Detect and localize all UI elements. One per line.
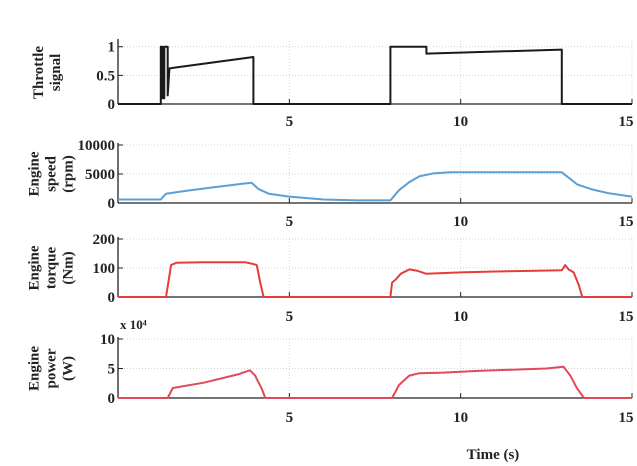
y-tick-label: 0 [108, 391, 116, 407]
x-tick-label: 10 [453, 309, 468, 325]
x-tick-label: 5 [286, 214, 294, 230]
x-tick-label: 5 [286, 309, 294, 325]
y-tick-label: 10 [100, 332, 115, 348]
y-axis-label: signal [48, 54, 64, 92]
x-tick-label: 5 [286, 114, 294, 130]
x-tick-label: 10 [453, 410, 468, 426]
x-tick-label: 15 [619, 410, 634, 426]
y-axis-label: power [43, 348, 59, 388]
y-axis-label: Engine [26, 245, 42, 290]
x-tick-label: 5 [286, 410, 294, 426]
y-axis-label: (Nm) [60, 251, 76, 284]
panel-3: 0 100 200 5 10 15 Engine torque (Nm) [26, 232, 633, 325]
x-axis-label: Time (s) [467, 447, 520, 463]
y-multiplier-label: x 10⁴ [120, 317, 147, 332]
series-line-1 [118, 261, 632, 298]
y-axis-label: Engine [26, 151, 42, 196]
x-tick-label: 10 [453, 114, 468, 130]
y-axis-label: Throttle [31, 46, 47, 99]
y-tick-label: 1 [108, 40, 116, 56]
series-line-1 [118, 45, 632, 105]
y-axis-label: speed [43, 155, 59, 191]
y-tick-label: 0.5 [96, 68, 115, 84]
y-tick-label: 200 [93, 232, 116, 248]
y-tick-label: 5 [108, 362, 116, 378]
y-tick-label: 0 [108, 196, 116, 212]
y-axis-label: Engine [26, 346, 42, 391]
y-tick-label: 5000 [85, 167, 115, 183]
series-line-1 [118, 171, 633, 202]
x-tick-label: 15 [619, 309, 634, 325]
y-tick-label: 10000 [78, 138, 116, 154]
y-tick-label: 0 [108, 290, 116, 306]
y-axis-label: (rpm) [60, 155, 76, 193]
y-axis-label: (W) [60, 356, 76, 381]
panel-4: 0 5 10 5 10 15 x 10⁴ Engine power (W) Time (s) [26, 317, 633, 463]
y-tick-label: 0 [108, 97, 116, 113]
x-tick-label: 15 [619, 214, 634, 230]
y-tick-label: 100 [93, 261, 116, 277]
panel-2: 0 5000 10000 5 10 15 Engine speed (rpm) [26, 138, 633, 230]
series-line-1 [118, 365, 632, 399]
x-tick-label: 15 [619, 114, 634, 130]
x-tick-label: 10 [453, 214, 468, 230]
y-axis-label: torque [43, 247, 59, 290]
